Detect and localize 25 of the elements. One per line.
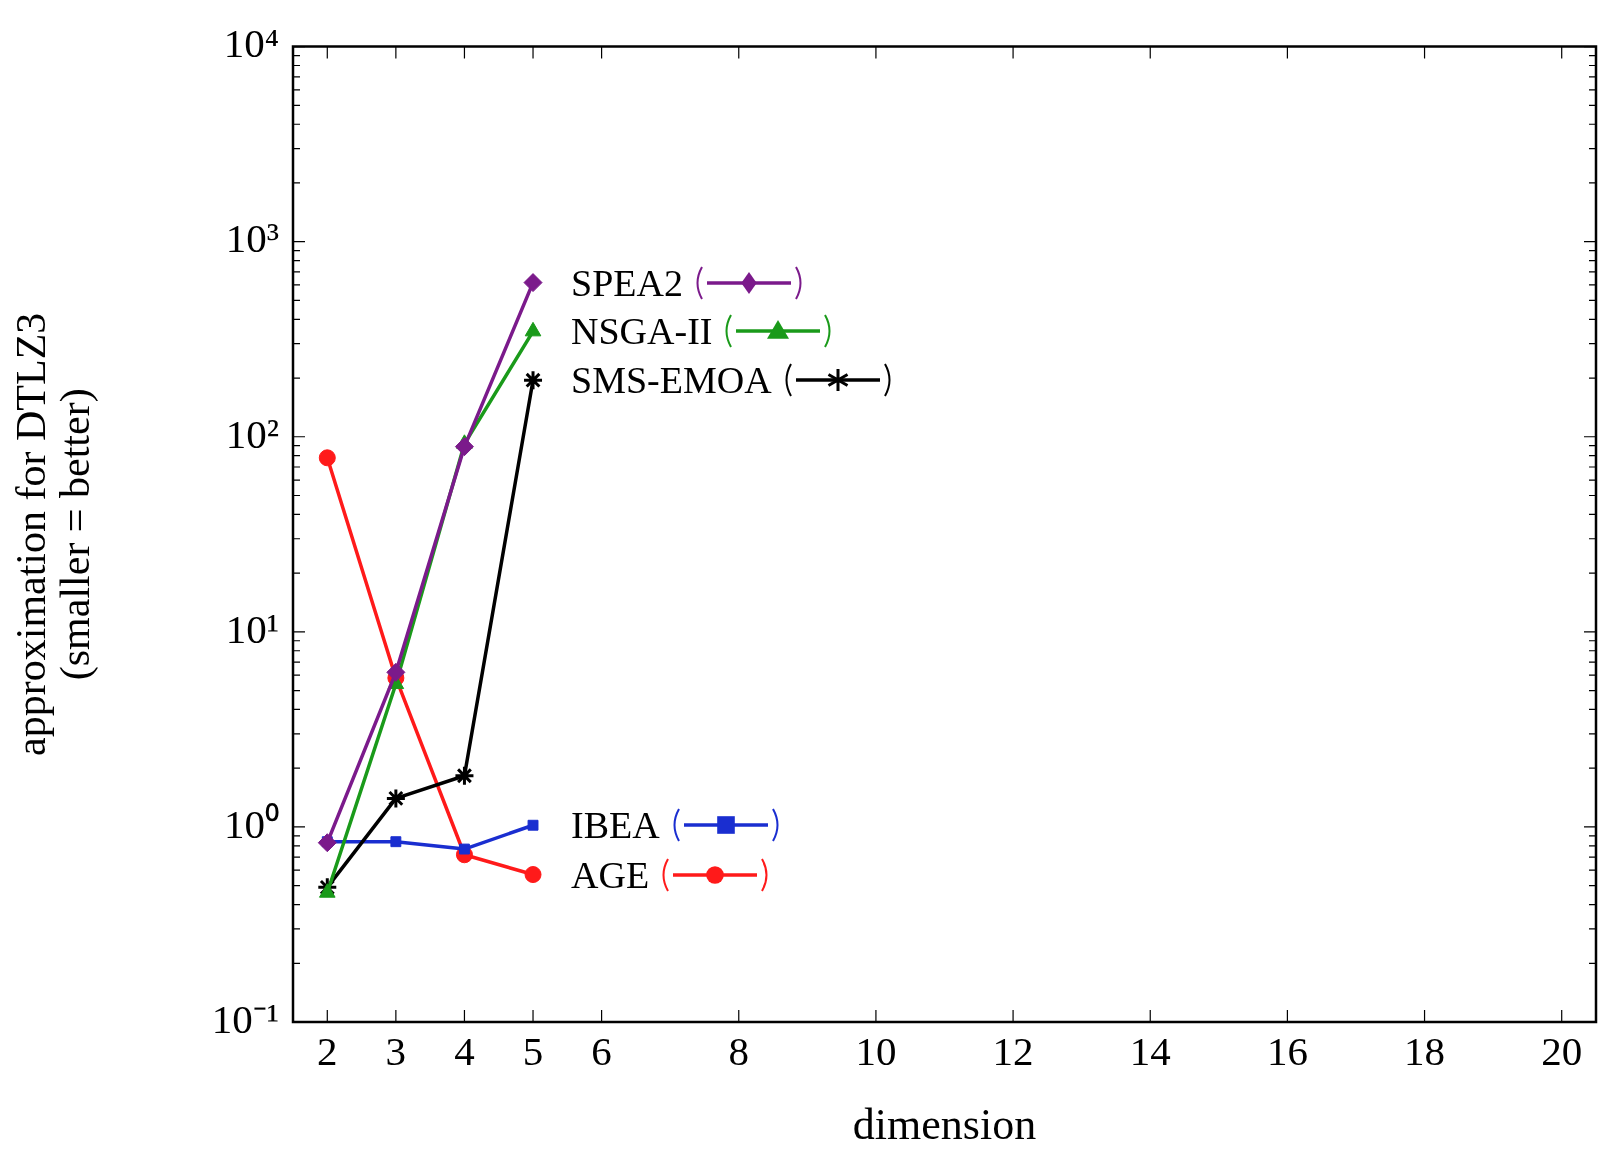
y-tick-label: 10⁻¹	[211, 995, 279, 1042]
x-tick-label: 18	[1404, 1028, 1446, 1075]
y-tick-label: 10⁴	[223, 20, 279, 67]
legend-label: SPEA2	[571, 260, 683, 305]
x-tick-label: 20	[1541, 1028, 1583, 1075]
x-tick-label: 8	[728, 1028, 750, 1075]
x-tick-label: 6	[591, 1028, 612, 1075]
y-axis-title: approximation for DTLZ3 (smaller = better)	[8, 312, 100, 756]
x-tick-label: 5	[522, 1028, 544, 1075]
x-tick-label: 4	[454, 1028, 475, 1075]
y-tick-label: 10⁰	[224, 800, 279, 847]
x-tick-label: 12	[992, 1028, 1034, 1075]
legend-label: NSGA-II	[571, 309, 713, 354]
x-tick-label: 10	[855, 1028, 897, 1075]
y-tick-label: 10¹	[225, 605, 279, 652]
legend-label: AGE	[571, 852, 650, 897]
x-tick-label: 14	[1129, 1028, 1171, 1075]
x-tick-label: 16	[1266, 1028, 1308, 1075]
legend-label: SMS-EMOA	[571, 358, 772, 403]
legend-label: IBEA	[571, 803, 660, 848]
y-tick-label: 10³	[225, 215, 279, 262]
x-tick-label: 2	[317, 1028, 338, 1075]
x-axis-title: dimension	[852, 1100, 1037, 1150]
x-tick-label: 3	[385, 1028, 407, 1075]
y-tick-label: 10²	[225, 410, 279, 457]
